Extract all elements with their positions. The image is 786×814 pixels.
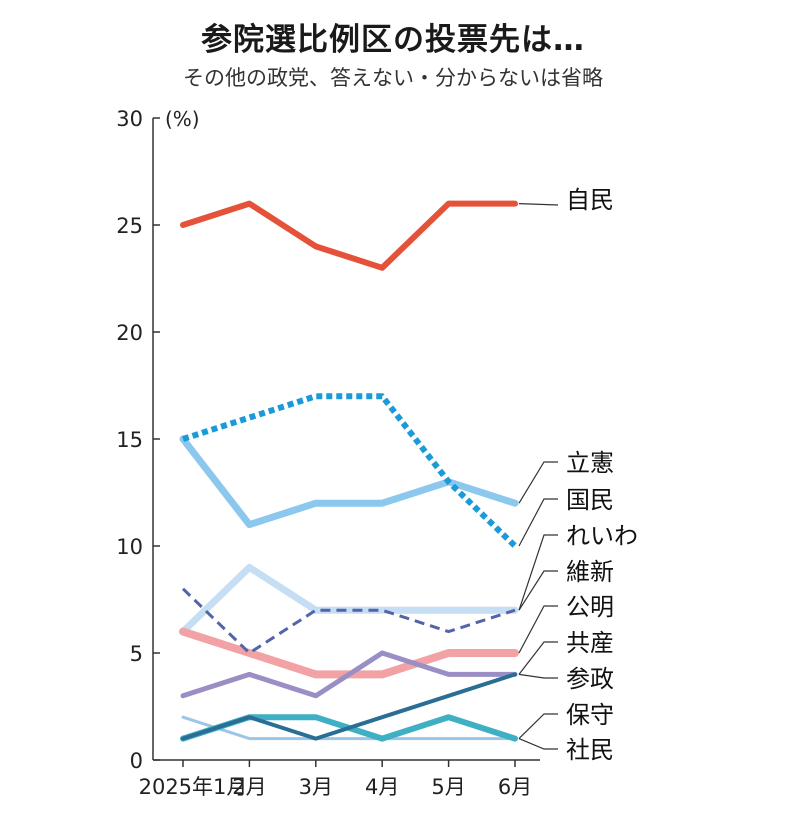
chart-subtitle: その他の政党、答えない・分からないは省略 (183, 66, 603, 90)
x-tick-label: 5月 (431, 775, 465, 799)
x-tick-label: 2月 (232, 775, 266, 799)
x-tick-label: 6月 (498, 775, 532, 799)
legend-leader-維新 (518, 570, 558, 611)
chart-series (179, 200, 519, 742)
series-line-参政 (181, 672, 517, 741)
legend-label-共産: 共産 (566, 629, 614, 657)
series-line-自民 (180, 200, 518, 271)
legend-leader-れいわ (518, 534, 558, 611)
x-tick-label: 4月 (365, 775, 399, 799)
legend-label-れいわ: れいわ (566, 522, 638, 550)
legend-label-立憲: 立憲 (566, 449, 614, 477)
legend-label-保守: 保守 (566, 701, 614, 729)
y-unit-label: (%) (165, 107, 200, 131)
y-tick-label: 25 (116, 214, 143, 238)
series-line-保守 (181, 715, 517, 741)
y-tick-label: 20 (116, 321, 143, 345)
legend-leader-自民 (518, 203, 559, 206)
series-line-維新 (181, 587, 516, 655)
chart-title: 参院選比例区の投票先は… (201, 22, 585, 58)
legend-leader-保守 (518, 713, 558, 740)
y-tick-label: 0 (130, 749, 143, 773)
legend-label-公明: 公明 (566, 593, 614, 621)
y-tick-label: 15 (116, 428, 143, 452)
legend-leader-国民 (518, 498, 558, 547)
legend-label-国民: 国民 (566, 486, 614, 514)
x-tick-label: 3月 (299, 775, 333, 799)
legend-label-参政: 参政 (566, 665, 614, 693)
legend-label-自民: 自民 (566, 186, 614, 214)
legend-label-社民: 社民 (566, 736, 614, 764)
x-tick-label: 2025年1月 (139, 775, 248, 799)
y-tick-label: 30 (116, 107, 143, 131)
series-line-国民 (182, 393, 518, 549)
y-tick-label: 10 (116, 535, 143, 559)
legend-leader-共産 (518, 641, 558, 675)
legend-leader-立憲 (518, 461, 558, 504)
legend-label-維新: 維新 (566, 558, 614, 586)
y-tick-label: 5 (130, 642, 143, 666)
series-line-れいわ (179, 563, 519, 636)
series-line-共産 (180, 650, 518, 699)
legend-leader-社民 (518, 738, 558, 750)
legend-leader-公明 (518, 605, 558, 654)
legend-leader-参政 (518, 673, 558, 679)
series-line-立憲 (179, 435, 519, 529)
